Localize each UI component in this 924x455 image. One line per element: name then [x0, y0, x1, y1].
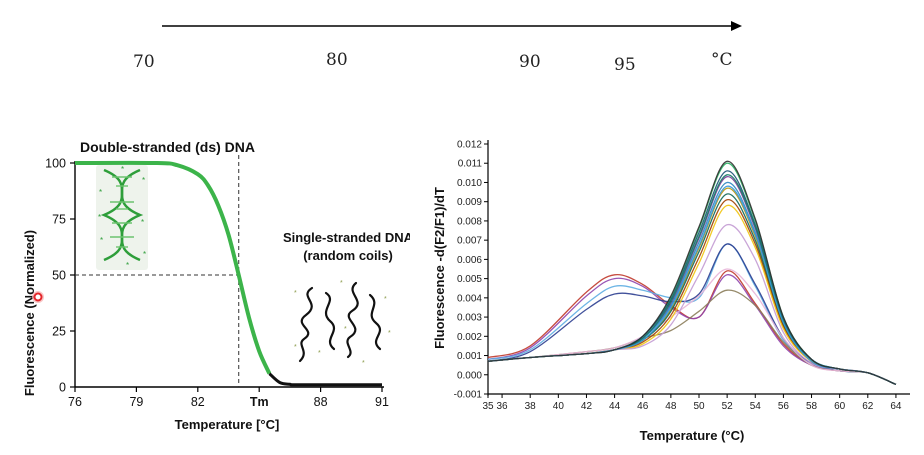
- temp-scale-label-95: 95: [614, 55, 636, 75]
- melt-x-tick-label: 79: [129, 395, 143, 409]
- deriv-series-line-b12: [487, 160, 897, 386]
- deriv-x-tick-label: 46: [637, 401, 649, 412]
- melt-curve-line: [74, 160, 272, 375]
- deriv-x-axis-label: Temperature (°C): [640, 428, 745, 443]
- deriv-x-tick-label: 38: [525, 401, 537, 412]
- deriv-y-tick-label: 0.000: [457, 370, 482, 381]
- melt-x-tick-label: 88: [314, 395, 328, 409]
- deriv-x-tick-label: 42: [581, 401, 593, 412]
- derivative-melt-chart: Fluorescence -d(F2/F1)/dT Temperature (°…: [432, 140, 910, 443]
- deriv-x-tick-label: 50: [693, 401, 705, 412]
- temp-scale-label-celsius: °C: [711, 50, 733, 70]
- melt-x-axis-label: Temperature [°C]: [175, 417, 280, 432]
- deriv-x-tick-label: 44: [609, 401, 621, 412]
- melt-y-tick-label: 50: [52, 269, 66, 283]
- melt-y-axis-label: Fluorescence (Normalized): [22, 230, 37, 396]
- svg-text:*: *: [294, 290, 297, 297]
- deriv-series-line-a6: [487, 268, 897, 386]
- deriv-x-tick-label: 64: [890, 401, 902, 412]
- deriv-y-axis-label: Fluorescence -d(F2/F1)/dT: [432, 187, 447, 349]
- svg-text:*: *: [362, 360, 365, 367]
- deriv-y-tick-label: 0.005: [457, 274, 482, 285]
- melt-y-tick-label: 75: [52, 213, 66, 227]
- deriv-x-tick-label: 36: [497, 401, 509, 412]
- deriv-x-tick-label: 58: [806, 401, 818, 412]
- melt-curve-tail-line: [268, 372, 382, 387]
- svg-text:*: *: [99, 188, 102, 197]
- ss-dna-annotation-line1: Single-stranded DNA: [283, 230, 410, 245]
- deriv-y-tick-label: 0.001: [457, 351, 482, 362]
- svg-text:*: *: [143, 250, 146, 259]
- deriv-x-tick-label: 62: [862, 401, 874, 412]
- deriv-x-tick-label: 40: [553, 401, 565, 412]
- melt-y-tick-label: 100: [45, 157, 66, 171]
- svg-text:*: *: [294, 344, 297, 351]
- svg-text:*: *: [126, 261, 129, 270]
- deriv-x-tick-label: 54: [750, 401, 762, 412]
- deriv-series-line-b4: [487, 181, 897, 386]
- svg-text:*: *: [141, 218, 144, 227]
- temp-scale-label-70: 70: [133, 52, 155, 72]
- temp-scale-label-80: 80: [326, 50, 348, 70]
- deriv-series-line-b3: [487, 176, 897, 386]
- svg-text:*: *: [340, 280, 343, 287]
- deriv-y-tick-label: 0.006: [457, 255, 482, 266]
- ds-dna-helix-icon: * * * * * * * *: [96, 165, 148, 270]
- deriv-y-tick-label: 0.011: [458, 159, 483, 170]
- deriv-y-tick-label: -0.001: [454, 390, 483, 401]
- deriv-series-line-b10: [487, 174, 897, 386]
- svg-text:*: *: [142, 176, 145, 185]
- svg-text:*: *: [98, 213, 101, 222]
- melt-x-tick-label: 82: [191, 395, 205, 409]
- svg-text:*: *: [121, 165, 124, 174]
- svg-text:*: *: [384, 296, 387, 303]
- melt-curve-chart: Double-stranded (ds) DNA * * * * * * * * * * * …: [22, 139, 410, 432]
- temperature-scale-arrow: [162, 21, 742, 31]
- svg-text:*: *: [100, 236, 103, 245]
- deriv-y-tick-label: 0.007: [457, 236, 482, 247]
- melt-x-tick-label: Tm: [250, 395, 269, 409]
- deriv-y-tick-label: 0.012: [457, 140, 482, 151]
- deriv-x-tick-label: 48: [665, 401, 677, 412]
- svg-text:*: *: [344, 326, 347, 333]
- deriv-x-tick-label: 60: [834, 401, 846, 412]
- deriv-series-line-b11: [487, 185, 897, 386]
- melt-x-tick-label: 91: [375, 395, 389, 409]
- temp-scale-label-90: 90: [519, 52, 541, 72]
- red-marker-icon: [32, 291, 44, 303]
- deriv-y-tick-label: 0.004: [457, 293, 482, 304]
- deriv-y-tick-label: 0.009: [457, 197, 482, 208]
- ss-dna-annotation-line2: (random coils): [303, 248, 393, 263]
- melt-x-tick-label: 76: [68, 395, 82, 409]
- deriv-y-tick-label: 0.010: [457, 178, 482, 189]
- deriv-series-line-b8: [487, 204, 897, 386]
- melt-chart-title: Double-stranded (ds) DNA: [80, 139, 255, 155]
- deriv-x-tick-label: 52: [722, 401, 734, 412]
- svg-text:*: *: [388, 330, 391, 337]
- deriv-y-tick-label: 0.003: [457, 313, 482, 324]
- deriv-x-tick-label: 35: [482, 401, 494, 412]
- deriv-x-tick-label: 56: [778, 401, 790, 412]
- single-strand-coils-icon: [298, 281, 382, 363]
- svg-text:*: *: [318, 350, 321, 357]
- melt-y-tick-label: 25: [52, 325, 66, 339]
- melt-y-tick-label: 0: [59, 381, 66, 395]
- deriv-y-tick-label: 0.002: [457, 332, 482, 343]
- deriv-y-tick-label: 0.008: [457, 216, 482, 227]
- ss-dna-dots: * * * * * * * *: [294, 280, 391, 367]
